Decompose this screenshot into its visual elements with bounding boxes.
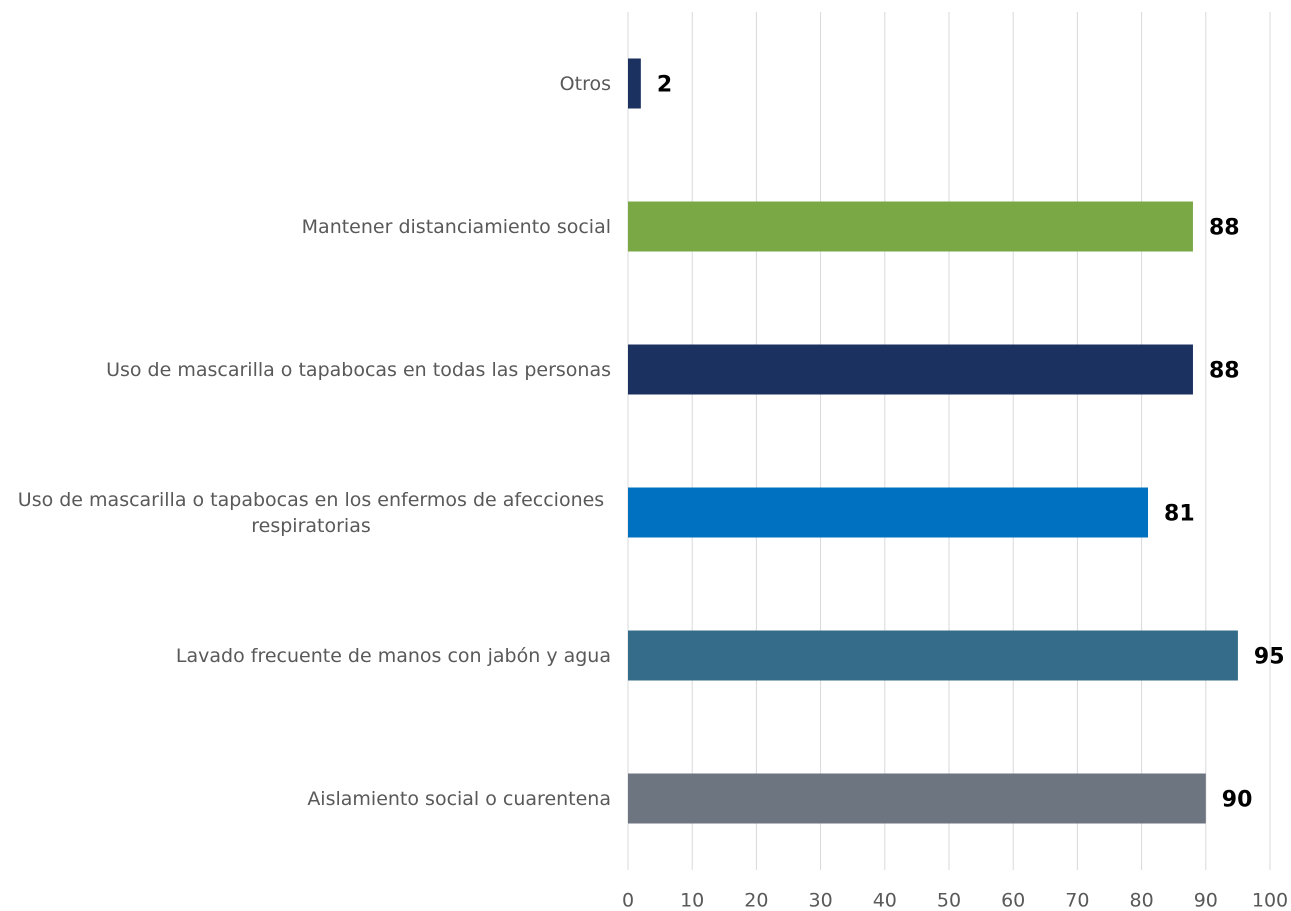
x-tick-label: 50 xyxy=(937,890,961,911)
data-label: 81 xyxy=(1164,502,1195,527)
x-tick-label: 40 xyxy=(873,890,897,911)
bar xyxy=(628,344,1193,395)
category-text: Uso de mascarilla o tapabocas en todas l… xyxy=(106,358,611,381)
x-tick-label: 90 xyxy=(1194,890,1218,911)
category-text: Aislamiento social o cuarentena xyxy=(307,787,611,810)
x-tick-label: 80 xyxy=(1130,890,1154,911)
category-text: Lavado frecuente de manos con jabón y ag… xyxy=(175,644,611,667)
x-tick-label: 10 xyxy=(680,890,704,911)
y-tick-label: Mantener distanciamiento social xyxy=(5,214,611,240)
y-tick-label: Aislamiento social o cuarentena xyxy=(5,786,611,812)
data-label: 88 xyxy=(1209,216,1240,241)
data-label: 95 xyxy=(1254,645,1285,670)
x-tick-label: 20 xyxy=(744,890,768,911)
x-tick-label: 100 xyxy=(1252,890,1288,911)
x-tick-label: 60 xyxy=(1001,890,1025,911)
category-text: Otros xyxy=(559,72,611,95)
bar xyxy=(628,630,1238,681)
bar xyxy=(628,58,641,109)
bar xyxy=(628,773,1206,824)
x-tick-label: 70 xyxy=(1065,890,1089,911)
y-tick-label: Lavado frecuente de manos con jabón y ag… xyxy=(5,643,611,669)
data-label: 90 xyxy=(1222,788,1253,813)
data-label: 88 xyxy=(1209,359,1240,384)
x-tick-label: 30 xyxy=(809,890,833,911)
y-tick-label: Otros xyxy=(5,71,611,97)
data-label: 2 xyxy=(657,73,672,98)
x-tick-label: 0 xyxy=(622,890,634,911)
y-tick-label: Uso de mascarilla o tapabocas en todas l… xyxy=(5,357,611,383)
y-tick-label: Uso de mascarilla o tapabocas en los enf… xyxy=(5,487,611,539)
category-text: Uso de mascarilla o tapabocas en los enf… xyxy=(17,488,605,537)
category-text: Mantener distanciamiento social xyxy=(301,215,611,238)
bar xyxy=(628,201,1193,252)
bar xyxy=(628,487,1149,538)
